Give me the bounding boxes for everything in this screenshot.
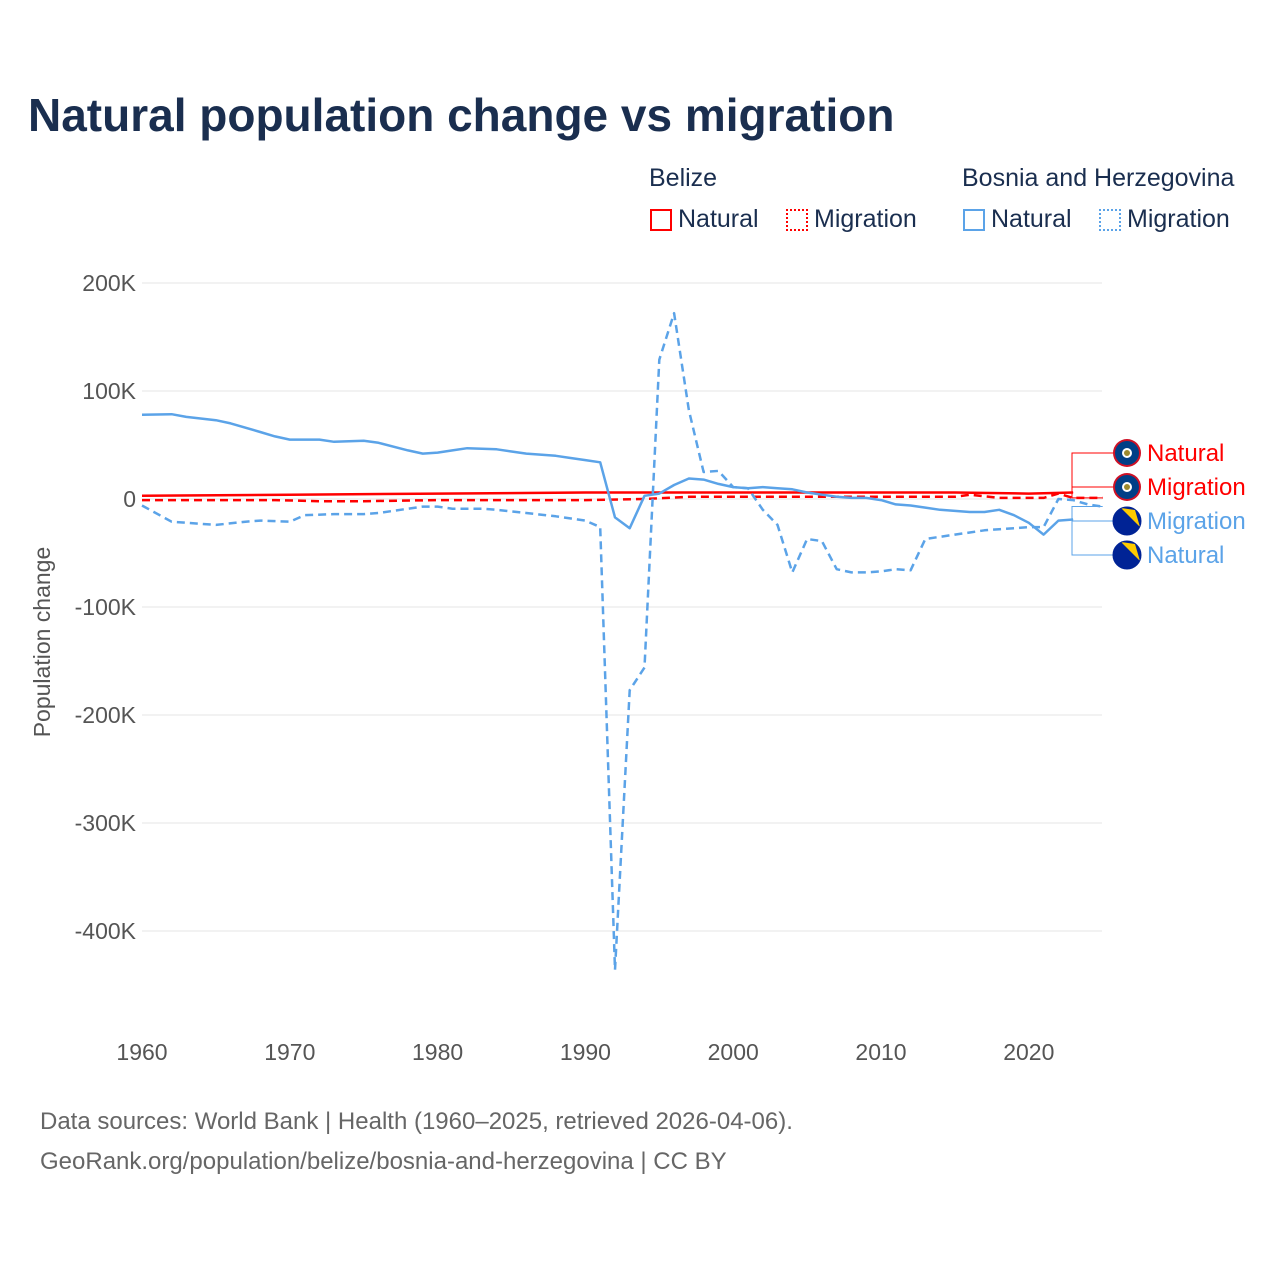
label-connector	[1071, 452, 1113, 494]
y-tick-label: 100K	[82, 378, 136, 404]
x-tick-label: 2000	[708, 1039, 759, 1065]
x-tick-label: 1980	[412, 1039, 463, 1065]
legend-bosnia-migration[interactable]: Migration	[1099, 205, 1230, 234]
x-tick-label: 1990	[560, 1039, 611, 1065]
x-tick-label: 2010	[855, 1039, 906, 1065]
y-tick-label: 200K	[82, 270, 136, 296]
legend-swatch-solid-red	[650, 208, 672, 231]
end-label-natural: Natural	[1147, 542, 1224, 569]
legend-label: Natural	[991, 205, 1072, 233]
legend-swatch-solid-blue	[963, 208, 985, 231]
flag-outline	[1112, 540, 1142, 570]
flag-emblem-center	[1124, 484, 1130, 490]
series-line-belize-migration	[142, 492, 1103, 503]
legend-bosnia-natural[interactable]: Natural	[963, 205, 1072, 234]
end-label-migration: Migration	[1147, 474, 1246, 501]
flag-triangle	[1121, 508, 1140, 527]
series-line-belize-natural	[141, 491, 1074, 498]
label-connector	[1071, 519, 1113, 556]
source-note: Data sources: World Bank | Health (1960–…	[40, 1108, 793, 1135]
chart-title: Natural population change vs migration	[28, 89, 895, 141]
bosnia-flag-icon	[1112, 506, 1142, 536]
legend-swatch-dotted-blue	[1099, 208, 1121, 231]
y-tick-label: -200K	[75, 702, 137, 728]
label-connector	[1071, 486, 1113, 499]
source-url[interactable]: GeoRank.org/population/belize/bosnia-and…	[40, 1148, 727, 1175]
label-connector	[1071, 506, 1113, 522]
y-tick-label: -400K	[75, 918, 137, 944]
end-label-migration: Migration	[1147, 508, 1246, 535]
legend-swatch-dotted-red	[786, 208, 808, 231]
legend-group-belize: Belize	[649, 164, 718, 192]
series-line-bosnia-and-herzegovina-natural	[141, 412, 1074, 536]
legend-group-bosnia: Bosnia and Herzegovina	[962, 164, 1235, 192]
legend-label: Natural	[678, 205, 759, 233]
y-axis-label: Population change	[29, 547, 55, 738]
legend-belize-migration[interactable]: Migration	[786, 205, 917, 234]
flag-emblem-center	[1124, 450, 1130, 456]
belize-flag-icon	[1113, 439, 1141, 467]
bosnia-flag-icon	[1112, 540, 1142, 570]
belize-flag-icon	[1113, 473, 1141, 501]
y-tick-label: 0	[123, 486, 136, 512]
y-tick-label: -100K	[75, 594, 137, 620]
x-tick-label: 1970	[264, 1039, 315, 1065]
legend-label: Migration	[1127, 205, 1230, 233]
flag-outline	[1112, 506, 1142, 536]
legend-belize-natural[interactable]: Natural	[650, 205, 759, 234]
x-tick-label: 1960	[116, 1039, 167, 1065]
end-label-natural: Natural	[1147, 440, 1224, 467]
flag-triangle	[1121, 542, 1140, 561]
x-tick-label: 2020	[1003, 1039, 1054, 1065]
y-tick-label: -300K	[75, 810, 137, 836]
legend-label: Migration	[814, 205, 917, 233]
series-line-bosnia-and-herzegovina-migration	[141, 311, 1103, 972]
